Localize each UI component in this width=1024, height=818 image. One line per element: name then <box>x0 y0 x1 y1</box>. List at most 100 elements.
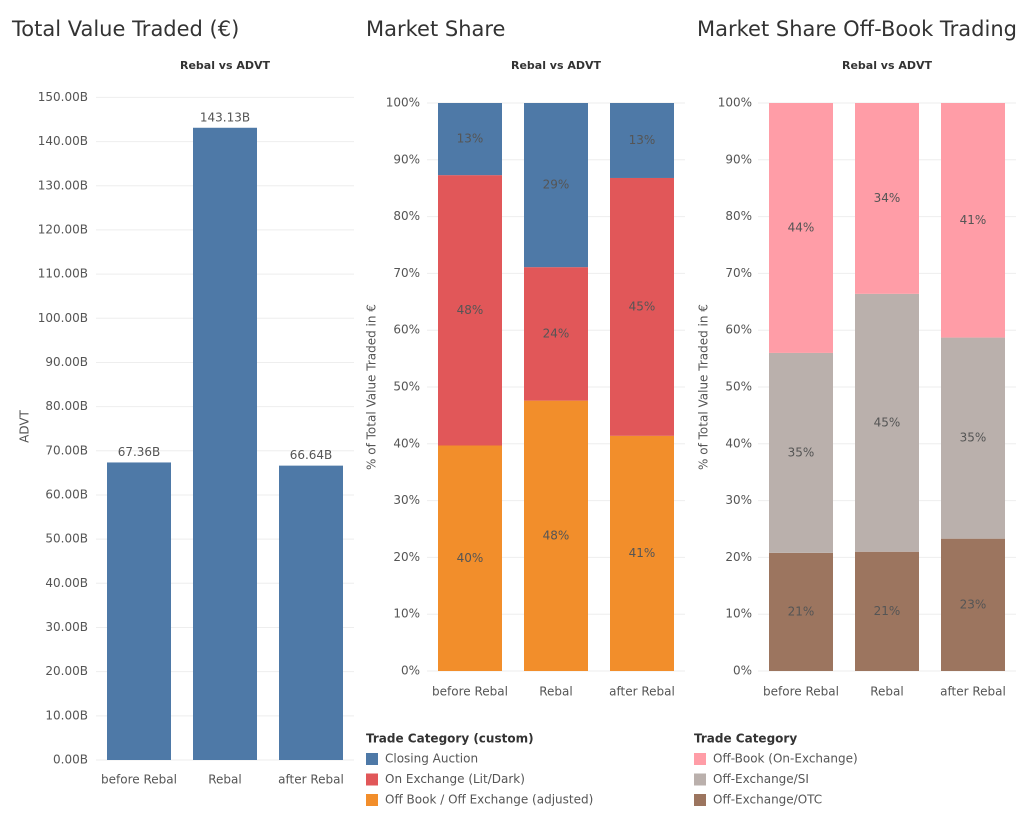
value-label: 45% <box>629 299 656 313</box>
x-tick-label: before Rebal <box>432 685 508 699</box>
bar-segment <box>524 400 588 671</box>
value-label: 45% <box>874 415 901 429</box>
value-label: 67.36B <box>118 445 161 459</box>
legend-label: Off Book / Off Exchange (adjusted) <box>385 793 593 807</box>
y-tick-label: 60% <box>725 323 752 337</box>
y-tick-label: 90% <box>393 152 420 166</box>
x-tick-label: after Rebal <box>278 773 344 787</box>
chart-subtitle: Rebal vs ADVT <box>180 59 271 72</box>
bar-segment <box>941 103 1005 338</box>
value-label: 13% <box>629 133 656 147</box>
bar-segment <box>524 103 588 268</box>
y-tick-label: 10.00B <box>45 708 88 722</box>
chart-title: Total Value Traded (€) <box>11 17 239 41</box>
y-axis-label: % of Total Value Traded in € <box>365 304 379 470</box>
bar-segment <box>438 103 502 176</box>
y-tick-label: 0.00B <box>53 753 88 767</box>
y-tick-label: 40% <box>725 436 752 450</box>
y-tick-label: 80.00B <box>45 399 88 413</box>
y-tick-label: 0% <box>733 664 752 678</box>
y-tick-label: 120.00B <box>38 222 88 236</box>
legend-swatch <box>694 753 706 765</box>
y-tick-label: 110.00B <box>38 267 88 281</box>
y-tick-label: 100% <box>386 96 420 110</box>
bar-segment <box>941 337 1005 539</box>
legend-label: Off-Exchange/OTC <box>713 793 822 807</box>
y-tick-label: 50.00B <box>45 532 88 546</box>
value-label: 40% <box>457 551 484 565</box>
x-tick-label: after Rebal <box>940 685 1006 699</box>
y-tick-label: 140.00B <box>38 134 88 148</box>
bar-segment <box>941 538 1005 671</box>
chart-subtitle: Rebal vs ADVT <box>842 59 933 72</box>
x-tick-label: before Rebal <box>763 685 839 699</box>
y-tick-label: 130.00B <box>38 178 88 192</box>
y-axis-label: ADVT <box>18 409 32 442</box>
bar-segment <box>610 435 674 671</box>
y-tick-label: 20.00B <box>45 664 88 678</box>
y-tick-label: 70.00B <box>45 443 88 457</box>
bar-segment <box>855 551 919 671</box>
legend-title: Trade Category (custom) <box>366 732 534 746</box>
value-label: 48% <box>543 528 570 542</box>
y-tick-label: 0% <box>401 664 420 678</box>
value-label: 66.64B <box>290 448 333 462</box>
value-label: 34% <box>874 191 901 205</box>
value-label: 13% <box>457 132 484 146</box>
value-label: 21% <box>874 604 901 618</box>
value-label: 35% <box>960 431 987 445</box>
y-tick-label: 40% <box>393 436 420 450</box>
y-tick-label: 100% <box>718 96 752 110</box>
legend-title: Trade Category <box>694 732 797 746</box>
x-tick-label: Rebal <box>870 685 904 699</box>
y-tick-label: 10% <box>393 607 420 621</box>
bar <box>107 462 171 760</box>
y-tick-label: 100.00B <box>38 311 88 325</box>
y-tick-label: 20% <box>393 550 420 564</box>
value-label: 23% <box>960 597 987 611</box>
legend-label: Off-Book (On-Exchange) <box>713 752 858 766</box>
legend-label: Off-Exchange/SI <box>713 772 809 786</box>
y-tick-label: 70% <box>393 266 420 280</box>
bar-segment <box>855 103 919 294</box>
value-label: 48% <box>457 303 484 317</box>
bar-segment <box>524 267 588 401</box>
value-label: 44% <box>788 220 815 234</box>
y-tick-label: 20% <box>725 550 752 564</box>
legend-label: On Exchange (Lit/Dark) <box>385 772 525 786</box>
bar-segment <box>855 293 919 552</box>
y-tick-label: 70% <box>725 266 752 280</box>
y-tick-label: 60.00B <box>45 487 88 501</box>
x-tick-label: Rebal <box>208 773 242 787</box>
bar-segment <box>769 103 833 353</box>
y-tick-label: 30% <box>393 493 420 507</box>
bar <box>193 127 257 761</box>
bar-segment <box>769 352 833 553</box>
legend-swatch <box>694 794 706 806</box>
value-label: 41% <box>960 213 987 227</box>
chart-title: Market Share <box>366 17 505 41</box>
bar-segment <box>610 177 674 436</box>
value-label: 35% <box>788 445 815 459</box>
x-tick-label: Rebal <box>539 685 573 699</box>
legend-label: Closing Auction <box>385 752 478 766</box>
chart-title: Market Share Off-Book Trading <box>697 17 1017 41</box>
value-label: 21% <box>788 604 815 618</box>
legend-swatch <box>366 773 378 786</box>
y-tick-label: 40.00B <box>45 576 88 590</box>
legend-swatch <box>694 773 706 786</box>
y-tick-label: 90.00B <box>45 355 88 369</box>
x-tick-label: before Rebal <box>101 773 177 787</box>
bar-segment <box>438 175 502 446</box>
bar-segment <box>769 552 833 671</box>
value-label: 29% <box>543 178 570 192</box>
value-label: 143.13B <box>200 110 250 124</box>
legend-swatch <box>366 794 378 806</box>
y-axis-label: % of Total Value Traded in € <box>697 304 711 470</box>
y-tick-label: 60% <box>393 323 420 337</box>
x-tick-label: after Rebal <box>609 685 675 699</box>
bar-segment <box>438 445 502 671</box>
chart-subtitle: Rebal vs ADVT <box>511 59 602 72</box>
y-tick-label: 80% <box>725 209 752 223</box>
